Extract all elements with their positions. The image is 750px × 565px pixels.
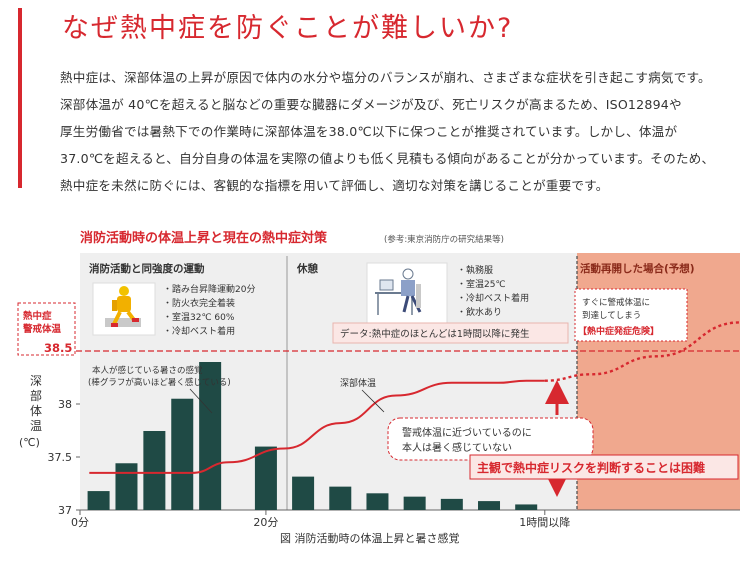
resume-phase-note: すぐに警戒体温に 到達してしまう 【熱中症発症危険】 xyxy=(574,288,688,342)
phase-condition-item: ・冷却ベスト着用 xyxy=(457,292,529,304)
perceived-heat-bar xyxy=(440,498,463,510)
phase-title-exercise: 消防活動と同強度の運動 xyxy=(89,262,205,275)
phase-condition-item: ・室温32℃ 60% xyxy=(163,311,235,323)
body-line: 深部体温が 40℃を超えると脳などの重要な臓器にダメージが及び、死亡リスクが高ま… xyxy=(60,97,682,112)
warning-line: 本人は暑く感じていない xyxy=(402,441,512,454)
perceived-heat-bar xyxy=(329,486,352,510)
x-tick-label: 20分 xyxy=(253,516,278,529)
title-accent-bar xyxy=(18,8,22,188)
resume-note-line: 到達してしまう xyxy=(582,310,641,321)
threshold-name-line: 警戒体温 xyxy=(23,323,62,335)
data-note: データ:熱中症のほとんどは1時間以降に発生 xyxy=(332,322,569,344)
phase-title-rest: 休憩 xyxy=(296,262,318,275)
y-tick-label: 38 xyxy=(58,398,72,411)
y-axis-label-char: 体 xyxy=(30,404,42,418)
phase-condition-item: ・飲水あり xyxy=(457,306,502,318)
resume-note-emphasis: 【熱中症発症危険】 xyxy=(578,325,659,337)
perceived-heat-bar xyxy=(478,501,501,510)
perceived-heat-bar xyxy=(115,463,138,510)
resting-person-icon xyxy=(366,262,448,324)
phase-condition-item: ・執務服 xyxy=(457,264,493,276)
y-axis-label-char: 深 xyxy=(30,374,42,388)
chart-caption: 図 消防活動時の体温上昇と暑さ感覚 xyxy=(280,531,460,545)
perceived-heat-label-line: 本人が感じている暑さの感覚 xyxy=(92,365,203,376)
phase-rest-conditions: ・執務服・室温25℃ ・冷却ベスト着用・飲水あり xyxy=(457,264,529,318)
threshold-label: 熱中症 警戒体温 xyxy=(17,302,76,356)
perceived-heat-bar xyxy=(403,496,426,510)
perceived-heat-bar xyxy=(254,446,277,510)
warning-line: 警戒体温に近づいているのに xyxy=(402,426,532,439)
body-line: 37.0℃を超えると、自分自身の体温を実際の値よりも低く見積もる傾向があることが… xyxy=(60,151,715,166)
phase-exercise-conditions: ・踏み台昇降運動20分・防火衣完全着装・室温32℃ 60% ・冷却ベスト着用 xyxy=(163,283,255,337)
perceived-heat-label-line: (棒グラフが高いほど暑く感じている) xyxy=(88,377,231,388)
conclusion-text: 主観で熱中症リスクを判断することは困難 xyxy=(477,460,705,475)
y-axis-ticks: 37 37.5 38 xyxy=(48,398,80,517)
perceived-heat-bar xyxy=(515,504,538,510)
resume-note-line: すぐに警戒体温に xyxy=(582,297,650,308)
firefighter-exercise-icon xyxy=(92,282,156,336)
x-axis-ticks: 0分 20分 1時間以降 xyxy=(71,510,570,529)
perceived-heat-pointer xyxy=(189,388,213,414)
perceived-heat-bar xyxy=(292,476,315,510)
x-tick-label: 1時間以降 xyxy=(519,515,570,529)
y-tick-label: 37 xyxy=(58,504,72,517)
body-line: 熱中症は、深部体温の上昇が原因で体内の水分や塩分のバランスが崩れ、さまざまな症状… xyxy=(60,70,711,85)
y-axis-unit: (℃) xyxy=(19,436,40,449)
core-temp-pointer xyxy=(361,389,385,413)
core-temp-line xyxy=(89,379,545,474)
perceived-heat-bars xyxy=(87,362,538,510)
conclusion-box: 主観で熱中症リスクを判断することは困難 xyxy=(469,454,739,480)
y-axis-label-char: 温 xyxy=(30,419,42,433)
perceived-heat-bar xyxy=(143,430,166,510)
threshold-value: 38.5 xyxy=(44,341,72,355)
perceived-heat-bar xyxy=(199,362,222,510)
page-title: なぜ熱中症を防ぐことが難しいか? xyxy=(62,13,514,44)
article-body: 熱中症は、深部体温の上昇が原因で体内の水分や塩分のバランスが崩れ、さまざまな症状… xyxy=(60,64,750,199)
chart-title: 消防活動時の体温上昇と現在の熱中症対策 xyxy=(80,230,328,246)
phase-condition-item: ・踏み台昇降運動20分 xyxy=(163,283,255,295)
body-line: 厚生労働省では暑熱下での作業時に深部体温を38.0℃以下に保つことが推奨されてい… xyxy=(60,124,678,139)
phase-condition-item: ・室温25℃ xyxy=(457,278,506,290)
perceived-heat-bar xyxy=(87,491,110,510)
chart-title-note: (参考:東京消防庁の研究結果等) xyxy=(384,234,504,245)
x-tick-label: 0分 xyxy=(71,516,89,529)
phase-condition-item: ・冷却ベスト着用 xyxy=(163,325,235,337)
perceived-heat-bar xyxy=(171,398,194,510)
perceived-heat-label: 本人が感じている暑さの感覚 (棒グラフが高いほど暑く感じている) xyxy=(88,365,231,414)
core-temp-label: 深部体温 xyxy=(340,377,376,389)
body-line: 熱中症を未然に防ぐには、客観的な指標を用いて評価し、適切な対策を講じることが重要… xyxy=(60,178,609,193)
y-tick-label: 37.5 xyxy=(48,451,73,464)
phase-title-resume: 活動再開した場合(予想) xyxy=(580,262,695,275)
data-note-text: データ:熱中症のほとんどは1時間以降に発生 xyxy=(340,328,530,340)
threshold-name-line: 熱中症 xyxy=(23,310,52,322)
phase-condition-item: ・防火衣完全着装 xyxy=(163,297,235,309)
perceived-heat-bar xyxy=(366,493,389,510)
y-axis-label-char: 部 xyxy=(30,388,42,403)
warning-callout: 警戒体温に近づいているのに 本人は暑く感じていない xyxy=(387,417,594,461)
